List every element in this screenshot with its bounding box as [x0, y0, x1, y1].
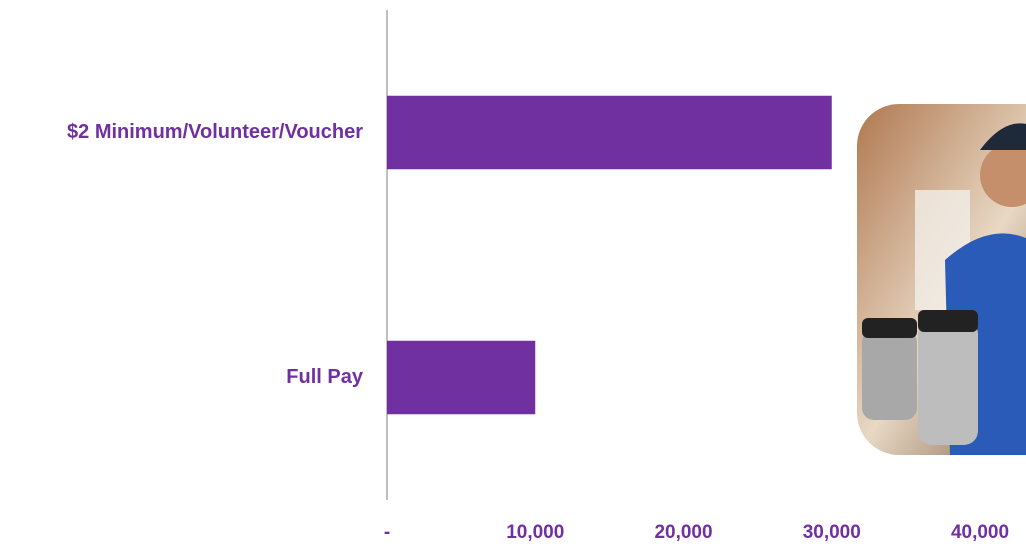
- bar: [387, 95, 832, 170]
- x-tick-label: 40,000: [951, 522, 1009, 543]
- x-tick-label: 10,000: [506, 522, 564, 543]
- x-tick-label: 20,000: [654, 522, 712, 543]
- photo: [857, 104, 1026, 455]
- y-tick-label: Full Pay: [286, 366, 364, 388]
- y-tick-label: $2 Minimum/Volunteer/Voucher: [67, 121, 363, 143]
- x-tick-label: 30,000: [803, 522, 861, 543]
- x-tick-label: -: [384, 522, 390, 543]
- bar: [387, 340, 536, 415]
